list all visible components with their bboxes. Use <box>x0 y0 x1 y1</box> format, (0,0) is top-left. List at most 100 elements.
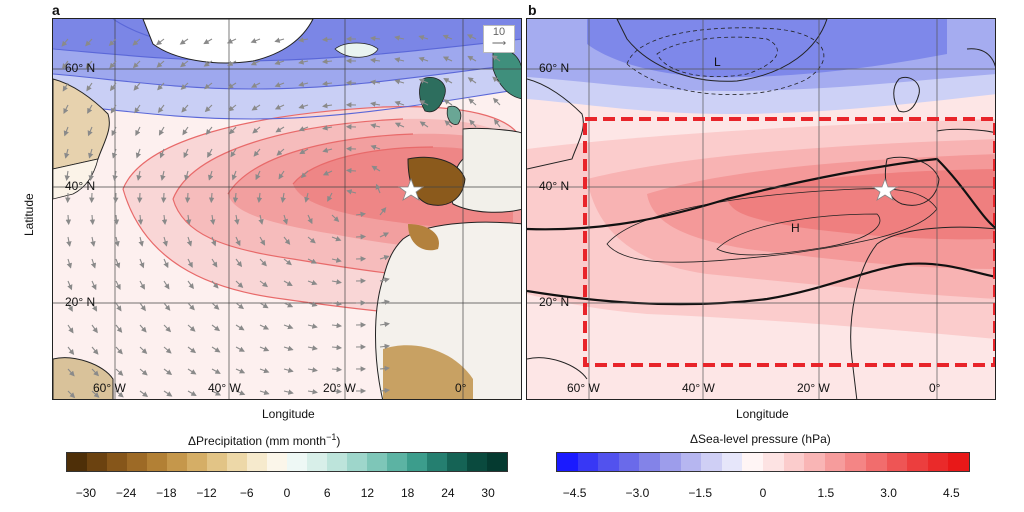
wind-vector <box>379 255 390 261</box>
wind-vector <box>156 38 165 46</box>
wind-vector <box>379 232 390 238</box>
wind-vector <box>186 236 193 247</box>
wind-vector <box>258 214 264 225</box>
wind-vector <box>187 368 197 375</box>
wind-vector <box>67 346 75 356</box>
wind-vector <box>331 300 343 307</box>
wind-vector <box>211 324 221 332</box>
wind-vector <box>109 60 117 69</box>
wind-vector <box>230 148 237 158</box>
wind-vector <box>444 120 453 128</box>
colorbar-b-tick-label: −4.5 <box>562 486 587 500</box>
wind-vector <box>160 170 166 181</box>
x-axis-title-a: Longitude <box>262 407 315 421</box>
wind-vector <box>66 258 72 269</box>
wind-vector <box>235 258 243 268</box>
wind-vector <box>158 126 165 136</box>
wind-vector <box>442 56 453 62</box>
wind-vector <box>63 104 69 115</box>
colorbar-b-swatch <box>659 453 681 471</box>
wind-vector <box>235 390 246 396</box>
colorbar-b-swatch <box>886 453 908 471</box>
wind-vector <box>211 236 217 247</box>
wind-vector <box>419 121 429 128</box>
wind-vector <box>369 57 381 64</box>
wind-vector <box>91 346 99 355</box>
wind-vector <box>86 82 93 92</box>
star-marker-b <box>871 177 899 201</box>
wind-vector <box>283 345 294 352</box>
wind-vector <box>259 236 266 246</box>
wind-vector <box>163 346 172 354</box>
colorbar-b-swatch <box>701 453 722 471</box>
wind-vector <box>492 76 501 84</box>
colorbar-b-swatch <box>804 453 825 471</box>
wind-vector <box>227 82 237 89</box>
panel-a-letter: a <box>52 2 60 18</box>
colorbar-precipitation <box>66 452 508 472</box>
wind-vector <box>259 324 270 330</box>
wind-vector <box>67 302 73 312</box>
colorbar-a-swatch <box>187 453 207 471</box>
wind-vector <box>307 388 318 395</box>
colorbar-b-swatch <box>557 453 578 471</box>
wind-vector <box>443 78 453 84</box>
wind-vector <box>228 104 237 112</box>
lon-label-60w-b: 60° W <box>567 381 600 395</box>
wind-vector <box>235 236 241 247</box>
wind-vector <box>259 368 270 374</box>
wind-vector <box>467 77 477 84</box>
wind-vector <box>235 368 246 374</box>
wind-vector <box>85 60 93 69</box>
wind-vector <box>283 389 294 395</box>
wind-vector <box>235 346 245 352</box>
wind-vector <box>331 322 343 329</box>
wind-vector <box>208 192 215 204</box>
lon-label-40w: 40° W <box>208 381 241 395</box>
lon-label-40w-b: 40° W <box>682 381 715 395</box>
wind-vector <box>259 302 269 309</box>
colorbar-b-swatch <box>865 453 887 471</box>
wind-vector <box>304 192 310 203</box>
colorbar-b-swatch <box>639 453 660 471</box>
wind-vector <box>369 35 381 42</box>
wind-vector <box>139 390 149 398</box>
wind-vector <box>163 302 171 311</box>
wind-vector <box>331 236 342 242</box>
wind-vector <box>331 388 343 395</box>
wind-vector <box>282 214 288 225</box>
wind-vector <box>298 59 309 65</box>
wind-vector <box>162 236 168 247</box>
wind-vector <box>394 100 405 107</box>
wind-vector <box>298 37 309 43</box>
wind-vector <box>394 79 405 85</box>
pressure-map: L H 60° N 40° N 20° N 60° W 40° W 20° W … <box>526 18 996 400</box>
wind-vector <box>139 302 146 312</box>
colorbar-a-swatch <box>167 453 187 471</box>
wind-vector <box>469 119 477 128</box>
wind-vector <box>231 170 237 181</box>
wind-vector <box>187 324 196 332</box>
colorbar-a-tick-label: −24 <box>115 486 137 500</box>
colorbar-a-swatch <box>67 453 87 471</box>
wind-vector <box>161 214 168 226</box>
colorbar-a-swatch <box>247 453 267 471</box>
wind-vector <box>183 148 189 159</box>
colorbar-a-swatch <box>347 453 367 471</box>
wind-vector <box>492 97 501 106</box>
wind-vector <box>139 258 145 269</box>
wind-vector <box>370 101 381 107</box>
wind-vector <box>283 367 294 373</box>
wind-vector <box>89 214 96 226</box>
lat-label-60n: 60° N <box>65 61 96 75</box>
wind-vector <box>163 390 173 397</box>
vector-reference-arrow: ⟶ <box>491 38 507 49</box>
wind-vector <box>87 126 93 137</box>
wind-vector <box>91 368 100 377</box>
colorbar-a-swatch <box>367 453 387 471</box>
lon-label-0: 0° <box>455 381 467 395</box>
wind-vector <box>66 236 72 247</box>
colorbar-b-swatch <box>845 453 866 471</box>
wind-vector <box>180 82 189 90</box>
colorbar-a-swatch <box>127 453 147 471</box>
